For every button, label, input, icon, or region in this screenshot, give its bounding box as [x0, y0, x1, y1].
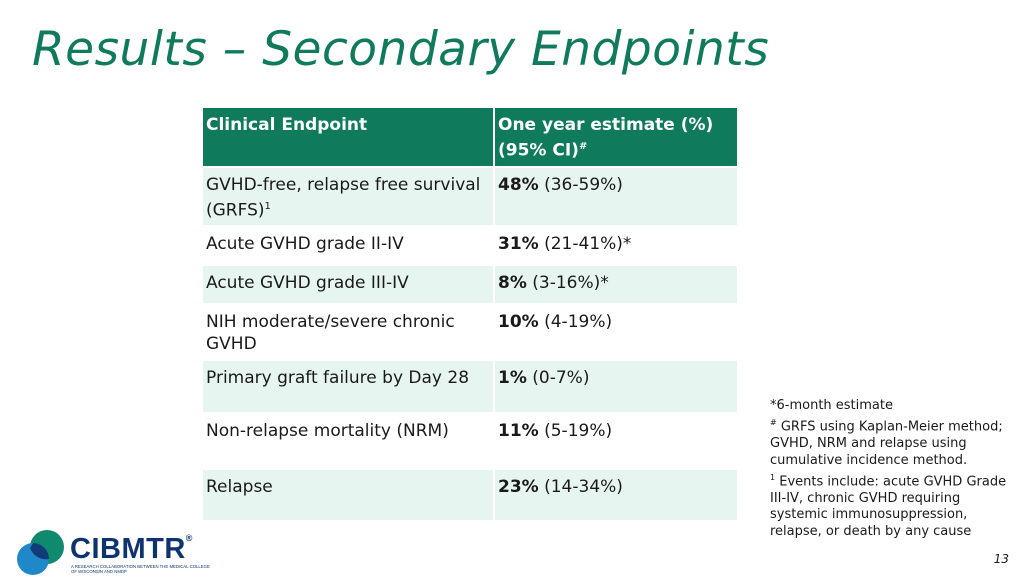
endpoint-cell: NIH moderate/severe chronic GVHD: [203, 305, 495, 362]
estimate-cell: 23% (14-34%): [495, 470, 737, 523]
endpoint-cell: Acute GVHD grade III-IV: [203, 266, 495, 306]
footnote-events: 1 Events include: acute GVHD Grade III-I…: [770, 472, 1007, 540]
estimate-cell: 48% (36-59%): [495, 167, 737, 228]
table-row: Relapse 23% (14-34%): [203, 470, 737, 523]
secondary-endpoints-table: Clinical Endpoint One year estimate (%)(…: [203, 108, 737, 523]
logo-circles-icon: [17, 530, 64, 575]
header-one-year-estimate: One year estimate (%) (95% CI)#: [495, 108, 737, 168]
endpoint-cell: Acute GVHD grade II-IV: [203, 227, 495, 267]
estimate-cell: 11% (5-19%): [495, 414, 737, 471]
endpoint-cell: Primary graft failure by Day 28: [203, 361, 495, 415]
estimate-cell: 8% (3-16%)*: [495, 266, 737, 306]
estimate-cell: 10% (4-19%): [495, 305, 737, 362]
slide-title: Results – Secondary Endpoints: [32, 22, 770, 77]
header-clinical-endpoint: Clinical Endpoint: [203, 108, 495, 168]
table-row: Acute GVHD grade III-IV 8% (3-16%)*: [203, 266, 737, 306]
endpoint-cell: GVHD-free, relapse free survival (GRFS)1: [203, 167, 495, 228]
table-row: Non-relapse mortality (NRM) 11% (5-19%): [203, 414, 737, 471]
footnotes: *6-month estimate # GRFS using Kaplan-Me…: [770, 398, 1020, 541]
table-row: Primary graft failure by Day 28 1% (0-7%…: [203, 361, 737, 415]
endpoint-cell: Non-relapse mortality (NRM): [203, 414, 495, 471]
footnote-grfs: # GRFS using Kaplan-Meier method; GVHD, …: [770, 417, 1003, 468]
logo-wordmark: CIBMTR®: [70, 533, 193, 565]
table-row: NIH moderate/severe chronic GVHD 10% (4-…: [203, 305, 737, 362]
footnote-six-month: *6-month estimate: [770, 398, 893, 413]
table-row: Acute GVHD grade II-IV 31% (21-41%)*: [203, 227, 737, 267]
cibmtr-logo: CIBMTR® A research collaboration between…: [16, 527, 216, 577]
table-row: GVHD-free, relapse free survival (GRFS)1…: [203, 167, 737, 228]
page-number: 13: [993, 552, 1009, 566]
logo-tagline: A research collaboration between the Med…: [71, 564, 210, 574]
estimate-cell: 1% (0-7%): [495, 361, 737, 415]
table-header-row: Clinical Endpoint One year estimate (%)(…: [203, 108, 737, 168]
endpoint-cell: Relapse: [203, 470, 495, 523]
estimate-cell: 31% (21-41%)*: [495, 227, 737, 267]
